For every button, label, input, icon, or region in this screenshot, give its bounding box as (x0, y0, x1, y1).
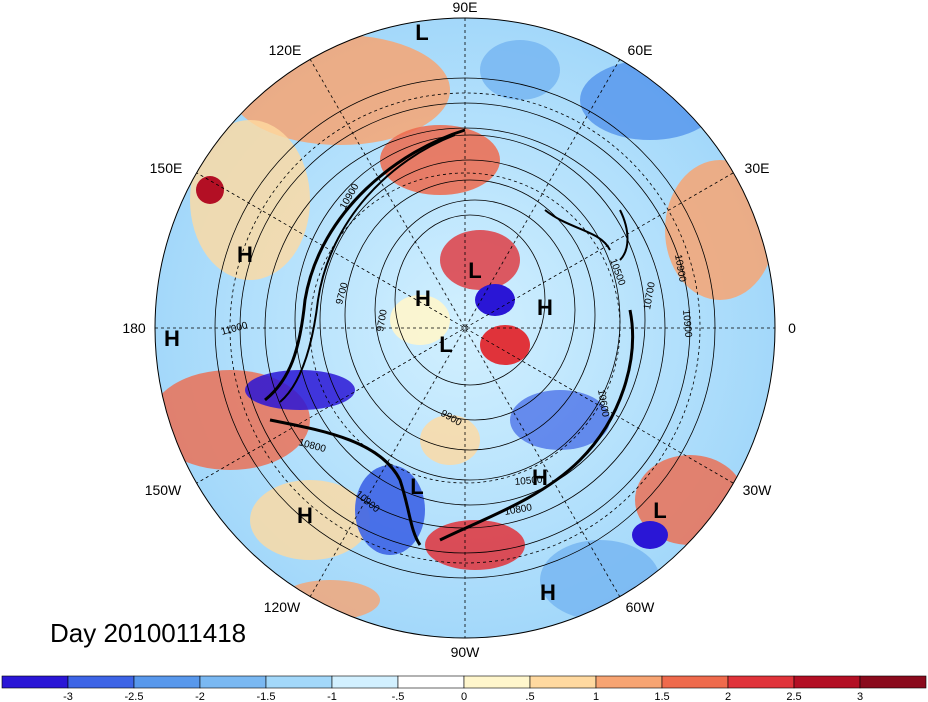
lon-label: 150E (150, 160, 183, 176)
pressure-center-low: L (439, 332, 452, 357)
contour-label: 10900 (672, 254, 688, 284)
lon-label: 30E (745, 160, 770, 176)
contour-label: 10500 (514, 475, 543, 488)
pressure-center-high: H (164, 326, 180, 351)
pressure-center-high: H (532, 465, 548, 490)
contour-label: 10800 (504, 502, 534, 518)
lon-label: 180 (122, 320, 146, 336)
lon-label: 60W (626, 599, 656, 615)
pressure-centers: L H L H H L H L H L H H L (164, 20, 667, 605)
graticule (155, 18, 775, 638)
lon-label: 30W (743, 482, 773, 498)
pressure-center-high: H (297, 503, 313, 528)
pressure-center-high: H (237, 242, 253, 267)
pressure-center-low: L (410, 474, 423, 499)
longitude-labels: 90E 60E 30E 0 30W 60W 90W 120W 150W 180 … (122, 0, 796, 660)
pressure-center-low: L (653, 498, 666, 523)
pressure-center-low: L (415, 20, 428, 45)
lon-label: 120W (264, 599, 301, 615)
pressure-center-high: H (415, 286, 431, 311)
contour-label: 10700 (642, 281, 658, 311)
pressure-center-high: H (540, 580, 556, 605)
contour-label: 10600 (595, 389, 611, 419)
lon-label: 90E (453, 0, 478, 15)
contour-label: 10900 (680, 309, 693, 338)
lon-label: 120E (269, 42, 302, 58)
pressure-center-low: L (468, 258, 481, 283)
contour-label: 9700 (375, 308, 390, 332)
pressure-center-high: H (537, 295, 553, 320)
map-boundary (154, 17, 776, 639)
lon-label: 90W (451, 644, 481, 660)
lon-label: 60E (628, 42, 653, 58)
day-title: Day 2010011418 (50, 618, 247, 648)
lon-label: 0 (788, 320, 796, 336)
lon-label: 150W (145, 482, 182, 498)
